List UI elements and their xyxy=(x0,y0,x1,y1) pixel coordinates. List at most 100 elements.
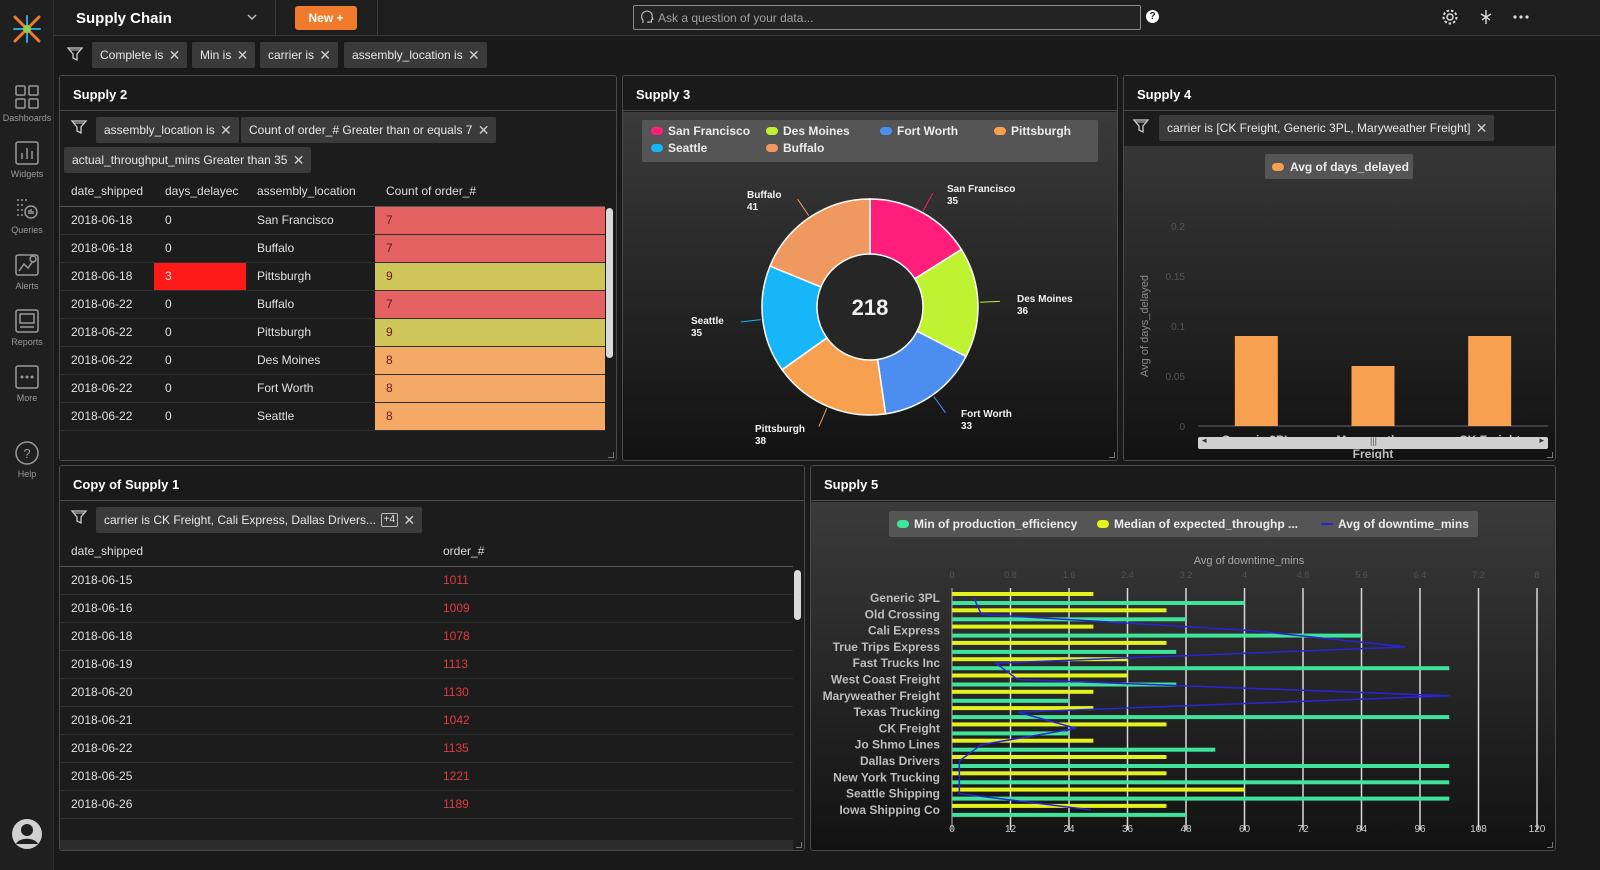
close-icon[interactable]: ✕ xyxy=(319,47,332,63)
scrollbar-thumb[interactable] xyxy=(794,570,801,620)
column-header[interactable]: assembly_location xyxy=(246,176,375,207)
ask-input[interactable] xyxy=(658,9,1128,27)
filter-chip[interactable]: Count of order_# Greater than or equals … xyxy=(241,117,497,143)
new-button[interactable]: New + xyxy=(295,6,357,30)
table-row[interactable]: 2018-06-15 1011 xyxy=(60,566,793,595)
bar-expected-throughput[interactable] xyxy=(952,673,1128,678)
table-row[interactable]: 2018-06-19 1113 xyxy=(60,650,793,679)
nav-more[interactable]: More xyxy=(0,364,54,403)
gear-icon[interactable] xyxy=(1441,8,1459,26)
bar-production-efficiency[interactable] xyxy=(952,812,1186,817)
bar-expected-throughput[interactable] xyxy=(952,592,1094,596)
downtime-line[interactable] xyxy=(958,597,1450,811)
ask-question-box[interactable] xyxy=(633,5,1141,30)
bar-expected-throughput[interactable] xyxy=(952,738,1094,743)
column-header[interactable]: date_shipped xyxy=(60,536,432,567)
nav-widgets[interactable]: Widgets xyxy=(0,140,54,179)
legend-item[interactable]: Des Moines xyxy=(766,124,850,138)
ellipsis-icon[interactable] xyxy=(1512,8,1530,26)
donut-slice[interactable] xyxy=(769,198,871,288)
help-question-icon[interactable]: ? xyxy=(1146,10,1159,23)
legend-item[interactable]: Seattle xyxy=(651,141,707,155)
bar-production-efficiency[interactable] xyxy=(952,633,1362,638)
bar-production-efficiency[interactable] xyxy=(952,601,1245,605)
table-row[interactable]: 2018-06-22 0 Buffalo 7 xyxy=(60,290,605,319)
nav-help[interactable]: ? Help xyxy=(0,440,54,479)
legend-item[interactable]: Avg of downtime_mins xyxy=(1321,517,1469,531)
cell-order-link[interactable]: 1221 xyxy=(432,762,793,791)
close-icon[interactable]: ✕ xyxy=(219,122,232,138)
legend-item[interactable]: Buffalo xyxy=(766,141,824,155)
table-row[interactable]: 2018-06-26 1189 xyxy=(60,790,793,819)
panel-header[interactable]: Supply 3 xyxy=(623,76,1117,111)
panel-header[interactable]: Supply 5 xyxy=(811,466,1555,501)
bar-expected-throughput[interactable] xyxy=(952,755,1167,759)
filter-chip-min[interactable]: Min is ✕ xyxy=(192,42,256,68)
cell-order-link[interactable]: 1011 xyxy=(432,566,793,595)
nav-dashboards[interactable]: Dashboards xyxy=(0,84,54,123)
panel-header[interactable]: Copy of Supply 1 xyxy=(60,466,804,501)
resize-handle[interactable] xyxy=(796,842,802,848)
bar-expected-throughput[interactable] xyxy=(952,771,1167,776)
panel-header[interactable]: Supply 2 xyxy=(60,76,616,111)
column-header[interactable]: order_# xyxy=(432,536,793,567)
cell-order-link[interactable]: 1135 xyxy=(432,734,793,763)
filter-chip-complete[interactable]: Complete is ✕ xyxy=(92,42,188,68)
bar-expected-throughput[interactable] xyxy=(952,608,1167,613)
scroll-right-icon[interactable]: ▸ xyxy=(1539,435,1544,445)
close-icon[interactable]: ✕ xyxy=(292,152,305,168)
close-icon[interactable]: ✕ xyxy=(1475,120,1488,136)
table-row[interactable]: 2018-06-18 0 San Francisco 7 xyxy=(60,206,605,235)
column-header[interactable]: Count of order_# xyxy=(375,176,605,207)
cell-order-link[interactable]: 1189 xyxy=(432,790,793,819)
more-count-badge[interactable]: +4 xyxy=(380,513,399,527)
bar-expected-throughput[interactable] xyxy=(952,787,1245,792)
cell-order-link[interactable]: 1113 xyxy=(432,650,793,679)
column-header[interactable]: days_delayec xyxy=(154,176,246,207)
filter-chip-carrier[interactable]: carrier is [CK Freight, Generic 3PL, Mar… xyxy=(1159,115,1495,141)
filter-chip[interactable]: assembly_location is ✕ xyxy=(96,117,239,143)
legend-item[interactable]: Fort Worth xyxy=(880,124,958,138)
filter-chip[interactable]: actual_throughput_mins Greater than 35 ✕ xyxy=(64,147,312,173)
filter-funnel-icon[interactable] xyxy=(66,45,84,63)
nav-queries[interactable]: Queries xyxy=(0,196,54,235)
bar[interactable] xyxy=(1234,336,1278,426)
filter-chip-carrier[interactable]: carrier is ✕ xyxy=(260,42,339,68)
bar-production-efficiency[interactable] xyxy=(952,666,1450,671)
horizontal-scroll-track[interactable] xyxy=(60,840,793,850)
bar-production-efficiency[interactable] xyxy=(952,747,1216,752)
close-icon[interactable]: ✕ xyxy=(403,512,416,528)
horizontal-scrollbar[interactable]: ◂ ||| ▸ xyxy=(1198,435,1548,449)
table-row[interactable]: 2018-06-22 0 Pittsburgh 9 xyxy=(60,318,605,347)
bar[interactable] xyxy=(1351,366,1395,426)
legend-item[interactable]: Min of production_efficiency xyxy=(897,517,1077,531)
bar-expected-throughput[interactable] xyxy=(952,640,1167,645)
table-row[interactable]: 2018-06-18 1078 xyxy=(60,622,793,651)
table-row[interactable]: 2018-06-16 1009 xyxy=(60,594,793,623)
legend-item[interactable]: San Francisco xyxy=(651,124,750,138)
table-row[interactable]: 2018-06-25 1221 xyxy=(60,762,793,791)
cell-order-link[interactable]: 1009 xyxy=(432,594,793,623)
user-avatar-icon[interactable] xyxy=(11,818,43,850)
table-row[interactable]: 2018-06-21 1042 xyxy=(60,706,793,735)
close-icon[interactable]: ✕ xyxy=(168,47,181,63)
filter-chip-carrier[interactable]: carrier is CK Freight, Cali Express, Dal… xyxy=(96,507,423,533)
close-icon[interactable]: ✕ xyxy=(236,47,249,63)
resize-handle[interactable] xyxy=(608,452,614,458)
bar-production-efficiency[interactable] xyxy=(952,731,1069,736)
bar-expected-throughput[interactable] xyxy=(952,657,1128,662)
panel-header[interactable]: Supply 4 xyxy=(1124,76,1555,111)
close-icon[interactable]: ✕ xyxy=(467,47,480,63)
cell-order-link[interactable]: 1078 xyxy=(432,622,793,651)
table-row[interactable]: 2018-06-20 1130 xyxy=(60,678,793,707)
table-row[interactable]: 2018-06-22 1135 xyxy=(60,734,793,763)
bar-production-efficiency[interactable] xyxy=(952,698,1069,703)
magic-wand-icon[interactable] xyxy=(1477,8,1495,26)
bar[interactable] xyxy=(1468,336,1512,426)
nav-alerts[interactable]: Alerts xyxy=(0,252,54,291)
bar-production-efficiency[interactable] xyxy=(952,715,1450,720)
table-row[interactable]: 2018-06-18 3 Pittsburgh 9 xyxy=(60,262,605,291)
table-row[interactable]: 2018-06-22 0 Seattle 8 xyxy=(60,402,605,431)
legend-item[interactable]: Pittsburgh xyxy=(994,124,1071,138)
bar-production-efficiency[interactable] xyxy=(952,682,1177,687)
